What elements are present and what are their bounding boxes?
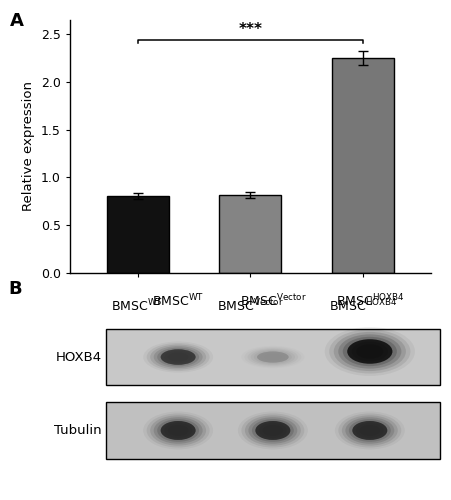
Text: A: A [10,12,24,30]
Ellipse shape [161,421,196,440]
Ellipse shape [260,352,285,362]
Ellipse shape [254,350,292,364]
Text: B: B [8,280,22,297]
Ellipse shape [150,416,206,446]
Ellipse shape [338,414,401,448]
Ellipse shape [244,347,301,367]
Ellipse shape [349,419,391,442]
Ellipse shape [257,352,289,362]
Ellipse shape [241,414,304,448]
Ellipse shape [255,421,290,440]
Text: BMSC$^{\mathrm{Vector}}$: BMSC$^{\mathrm{Vector}}$ [239,293,306,310]
Text: BMSC$^{\mathrm{HOXB4}}$: BMSC$^{\mathrm{HOXB4}}$ [336,293,404,310]
Ellipse shape [143,412,213,450]
Ellipse shape [356,344,383,359]
Ellipse shape [255,421,290,440]
Ellipse shape [352,421,387,440]
Ellipse shape [241,346,304,368]
Text: BMSC$^{\mathrm{HOXB4}}$: BMSC$^{\mathrm{HOXB4}}$ [329,298,397,314]
Y-axis label: Relative expression: Relative expression [22,81,35,211]
Ellipse shape [150,344,206,370]
Ellipse shape [359,425,380,436]
Ellipse shape [263,354,282,360]
Bar [219,196,281,272]
Ellipse shape [252,419,294,442]
Ellipse shape [168,425,189,436]
FancyBboxPatch shape [106,328,440,386]
Ellipse shape [157,348,199,366]
Ellipse shape [161,350,196,365]
Ellipse shape [143,342,213,372]
Ellipse shape [329,330,410,374]
Ellipse shape [257,352,289,362]
Ellipse shape [164,423,192,438]
Ellipse shape [157,419,199,442]
Ellipse shape [161,421,196,440]
Ellipse shape [335,412,405,450]
Bar [106,196,169,272]
Text: BMSC$^{\mathrm{Vector}}$: BMSC$^{\mathrm{Vector}}$ [217,298,284,314]
Ellipse shape [262,425,283,436]
Ellipse shape [334,332,406,371]
Ellipse shape [251,350,295,365]
Ellipse shape [161,350,196,365]
Bar [332,58,394,272]
Ellipse shape [147,414,210,448]
Ellipse shape [352,342,388,361]
Ellipse shape [347,339,392,363]
Ellipse shape [147,343,210,371]
Ellipse shape [154,417,202,444]
Ellipse shape [352,421,387,440]
Ellipse shape [338,334,401,368]
Text: HOXB4: HOXB4 [55,350,101,364]
Ellipse shape [356,423,384,438]
FancyBboxPatch shape [106,402,440,459]
Ellipse shape [245,416,301,446]
Ellipse shape [347,339,392,363]
Ellipse shape [325,327,415,376]
Text: ***: *** [238,22,262,37]
Ellipse shape [343,337,397,366]
Ellipse shape [342,416,398,446]
Ellipse shape [154,346,202,368]
Text: BMSC$^{\mathrm{WT}}$: BMSC$^{\mathrm{WT}}$ [152,293,204,310]
Text: BMSC$^{\mathrm{WT}}$: BMSC$^{\mathrm{WT}}$ [111,298,164,314]
Ellipse shape [238,412,308,450]
Ellipse shape [345,417,394,444]
Ellipse shape [164,351,192,364]
Ellipse shape [248,348,298,366]
Ellipse shape [259,423,287,438]
Ellipse shape [249,417,297,444]
Text: Tubulin: Tubulin [54,424,101,437]
Ellipse shape [168,352,189,362]
